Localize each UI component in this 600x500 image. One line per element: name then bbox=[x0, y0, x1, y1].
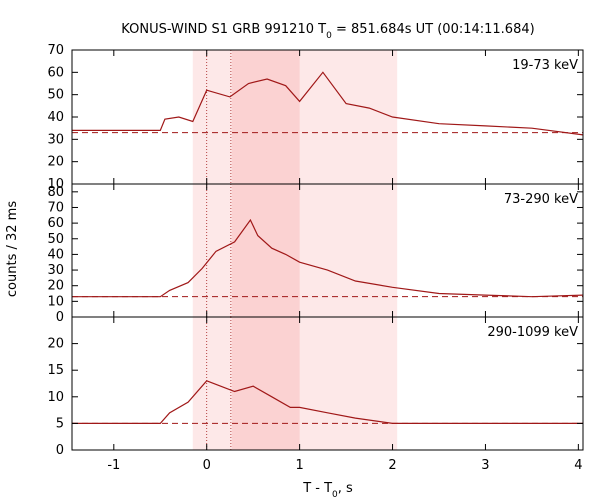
x-tick-label: 0 bbox=[203, 458, 211, 473]
y-tick-label: 0 bbox=[56, 310, 64, 325]
y-tick-label: 60 bbox=[47, 65, 64, 80]
y-tick-label: 70 bbox=[47, 43, 64, 58]
y-tick-label: 20 bbox=[47, 155, 64, 170]
energy-band-label: 73-290 keV bbox=[504, 192, 578, 207]
x-axis-label: T - T0, s bbox=[302, 481, 353, 500]
y-tick-label: 20 bbox=[47, 279, 64, 294]
count-rate-series bbox=[72, 380, 583, 424]
panel-1: 10 20 30 40 50 60 70 19-73 keV bbox=[47, 43, 584, 192]
x-tick-label: -1 bbox=[107, 458, 120, 473]
count-rate-series bbox=[72, 218, 584, 298]
y-tick-label: 10 bbox=[47, 390, 64, 405]
y-tick-label: 15 bbox=[47, 363, 64, 378]
y-tick-label: 40 bbox=[47, 247, 64, 262]
y-tick-label: 50 bbox=[47, 88, 64, 103]
x-tick-label: 4 bbox=[574, 458, 582, 473]
x-tick-label: 3 bbox=[481, 458, 489, 473]
chart-title: KONUS-WIND S1 GRB 991210 T0 = 851.684s U… bbox=[121, 22, 534, 41]
y-tick-label: 10 bbox=[47, 294, 64, 309]
x-tick-label: 2 bbox=[388, 458, 396, 473]
shaded-region-2 bbox=[231, 317, 300, 450]
count-rate-series bbox=[72, 71, 584, 136]
shaded-region-2 bbox=[231, 50, 300, 184]
y-axis-label: counts / 32 ms bbox=[5, 201, 20, 297]
energy-band-label: 290-1099 keV bbox=[487, 325, 578, 340]
y-tick-label: 30 bbox=[47, 132, 64, 147]
shaded-region-2 bbox=[231, 184, 300, 317]
panel-3: 0 5 10 15 20 -1 0 1 2 3 4 290-1099 keV bbox=[47, 316, 584, 473]
y-tick-label: 50 bbox=[47, 232, 64, 247]
energy-band-label: 19-73 keV bbox=[512, 58, 578, 73]
x-tick-label: 1 bbox=[295, 458, 303, 473]
y-tick-label: 60 bbox=[47, 216, 64, 231]
y-tick-label: 10 bbox=[47, 177, 64, 192]
y-tick-label: 70 bbox=[47, 200, 64, 215]
panel-frame bbox=[71, 316, 584, 451]
y-tick-label: 5 bbox=[56, 416, 64, 431]
y-tick-label: 80 bbox=[47, 185, 64, 200]
y-tick-label: 30 bbox=[47, 263, 64, 278]
y-tick-label: 20 bbox=[47, 337, 64, 352]
y-tick-label: 0 bbox=[56, 443, 64, 458]
y-tick-label: 40 bbox=[47, 110, 64, 125]
